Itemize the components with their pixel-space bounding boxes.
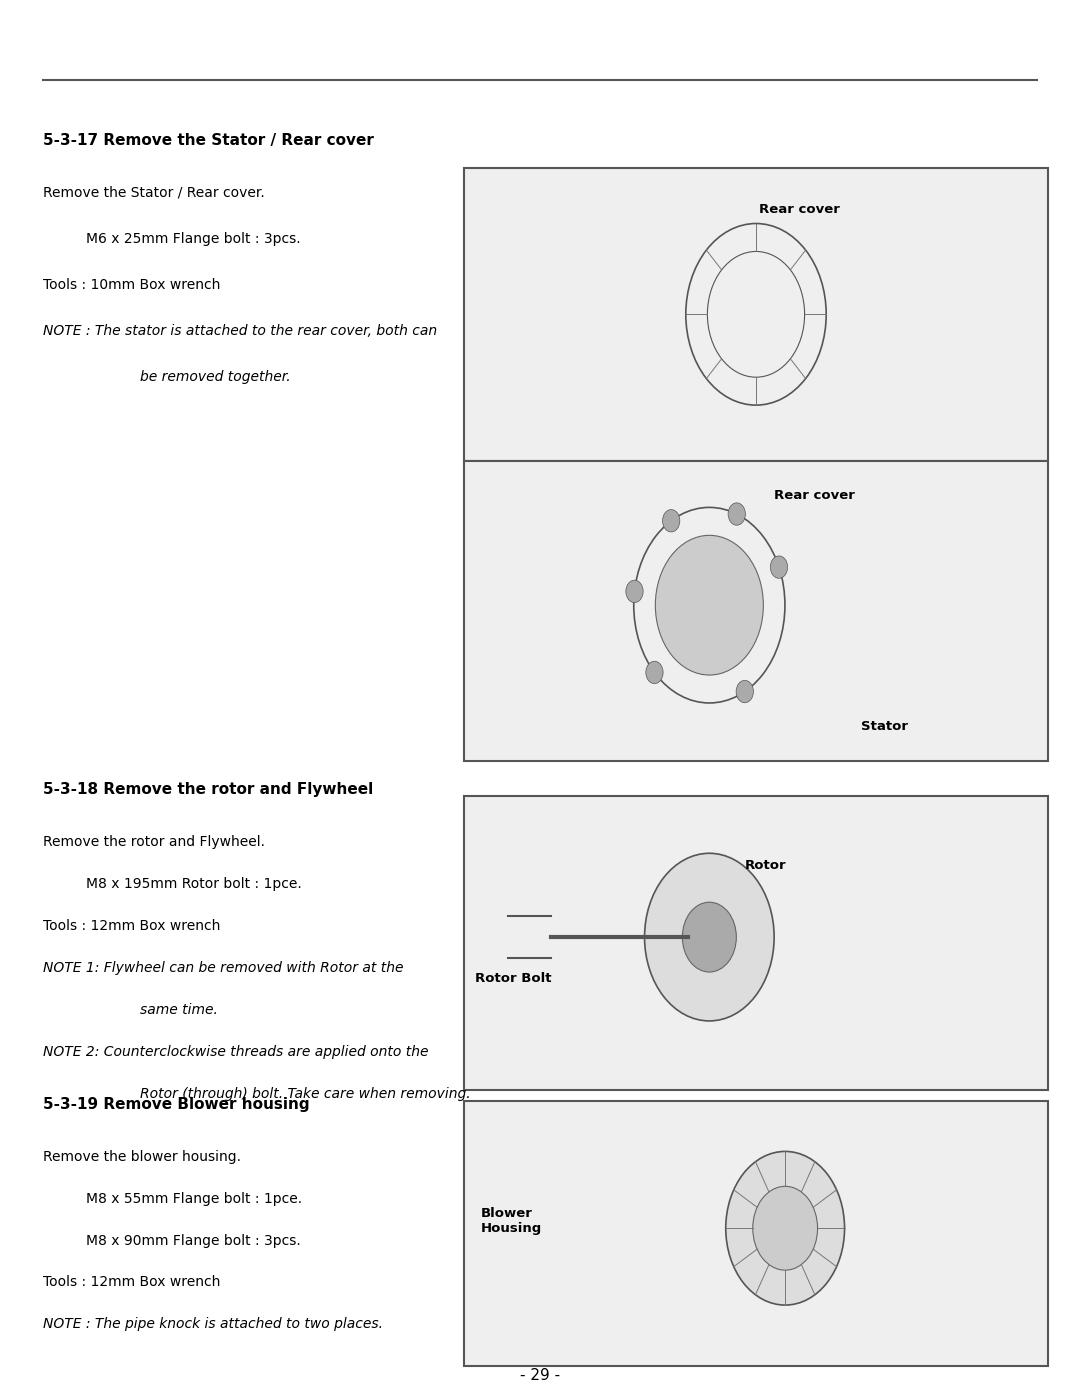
Text: 5-3-17 Remove the Stator / Rear cover: 5-3-17 Remove the Stator / Rear cover [43, 133, 374, 148]
Text: Rotor: Rotor [744, 859, 786, 872]
Text: Rear cover: Rear cover [759, 203, 839, 215]
Text: Rotor Bolt: Rotor Bolt [475, 972, 552, 985]
Text: Rear cover: Rear cover [774, 489, 854, 502]
Text: Remove the Stator / Rear cover.: Remove the Stator / Rear cover. [43, 186, 265, 200]
Circle shape [737, 680, 754, 703]
Text: M8 x 90mm Flange bolt : 3pcs.: M8 x 90mm Flange bolt : 3pcs. [86, 1234, 301, 1248]
Text: same time.: same time. [140, 1003, 218, 1017]
Text: M6 x 25mm Flange bolt : 3pcs.: M6 x 25mm Flange bolt : 3pcs. [86, 232, 301, 246]
Text: 5-3-19 Remove Blower housing: 5-3-19 Remove Blower housing [43, 1097, 310, 1112]
Circle shape [753, 1186, 818, 1270]
Text: Blower
Housing: Blower Housing [481, 1207, 542, 1235]
Text: NOTE 2: Counterclockwise threads are applied onto the: NOTE 2: Counterclockwise threads are app… [43, 1045, 429, 1059]
Text: Remove the rotor and Flywheel.: Remove the rotor and Flywheel. [43, 835, 266, 849]
Text: Rotor (through) bolt. Take care when removing.: Rotor (through) bolt. Take care when rem… [140, 1087, 471, 1101]
Circle shape [726, 1151, 845, 1305]
Circle shape [646, 661, 663, 683]
Text: Tools : 12mm Box wrench: Tools : 12mm Box wrench [43, 1275, 220, 1289]
Text: - 29 -: - 29 - [519, 1368, 561, 1383]
Circle shape [626, 580, 644, 602]
Bar [464, 796, 1048, 1090]
Circle shape [770, 556, 787, 578]
Text: NOTE 1: Flywheel can be removed with Rotor at the: NOTE 1: Flywheel can be removed with Rot… [43, 961, 404, 975]
Text: M8 x 195mm Rotor bolt : 1pce.: M8 x 195mm Rotor bolt : 1pce. [86, 877, 302, 891]
Text: NOTE : The pipe knock is attached to two places.: NOTE : The pipe knock is attached to two… [43, 1317, 383, 1331]
Text: 5-3-18 Remove the rotor and Flywheel: 5-3-18 Remove the rotor and Flywheel [43, 782, 374, 798]
Bar [464, 168, 1048, 461]
Text: M8 x 55mm Flange bolt : 1pce.: M8 x 55mm Flange bolt : 1pce. [86, 1192, 302, 1206]
Text: Tools : 10mm Box wrench: Tools : 10mm Box wrench [43, 278, 220, 292]
Text: NOTE : The stator is attached to the rear cover, both can: NOTE : The stator is attached to the rea… [43, 324, 437, 338]
Text: Tools : 12mm Box wrench: Tools : 12mm Box wrench [43, 919, 220, 933]
Bar [464, 461, 1048, 761]
Circle shape [662, 510, 679, 532]
Circle shape [645, 854, 774, 1021]
Circle shape [656, 535, 764, 675]
Text: Remove the blower housing.: Remove the blower housing. [43, 1150, 241, 1164]
Text: Stator: Stator [861, 721, 908, 733]
Text: be removed together.: be removed together. [140, 370, 291, 384]
Circle shape [728, 503, 745, 525]
Bar [464, 1101, 1048, 1366]
Circle shape [683, 902, 737, 972]
